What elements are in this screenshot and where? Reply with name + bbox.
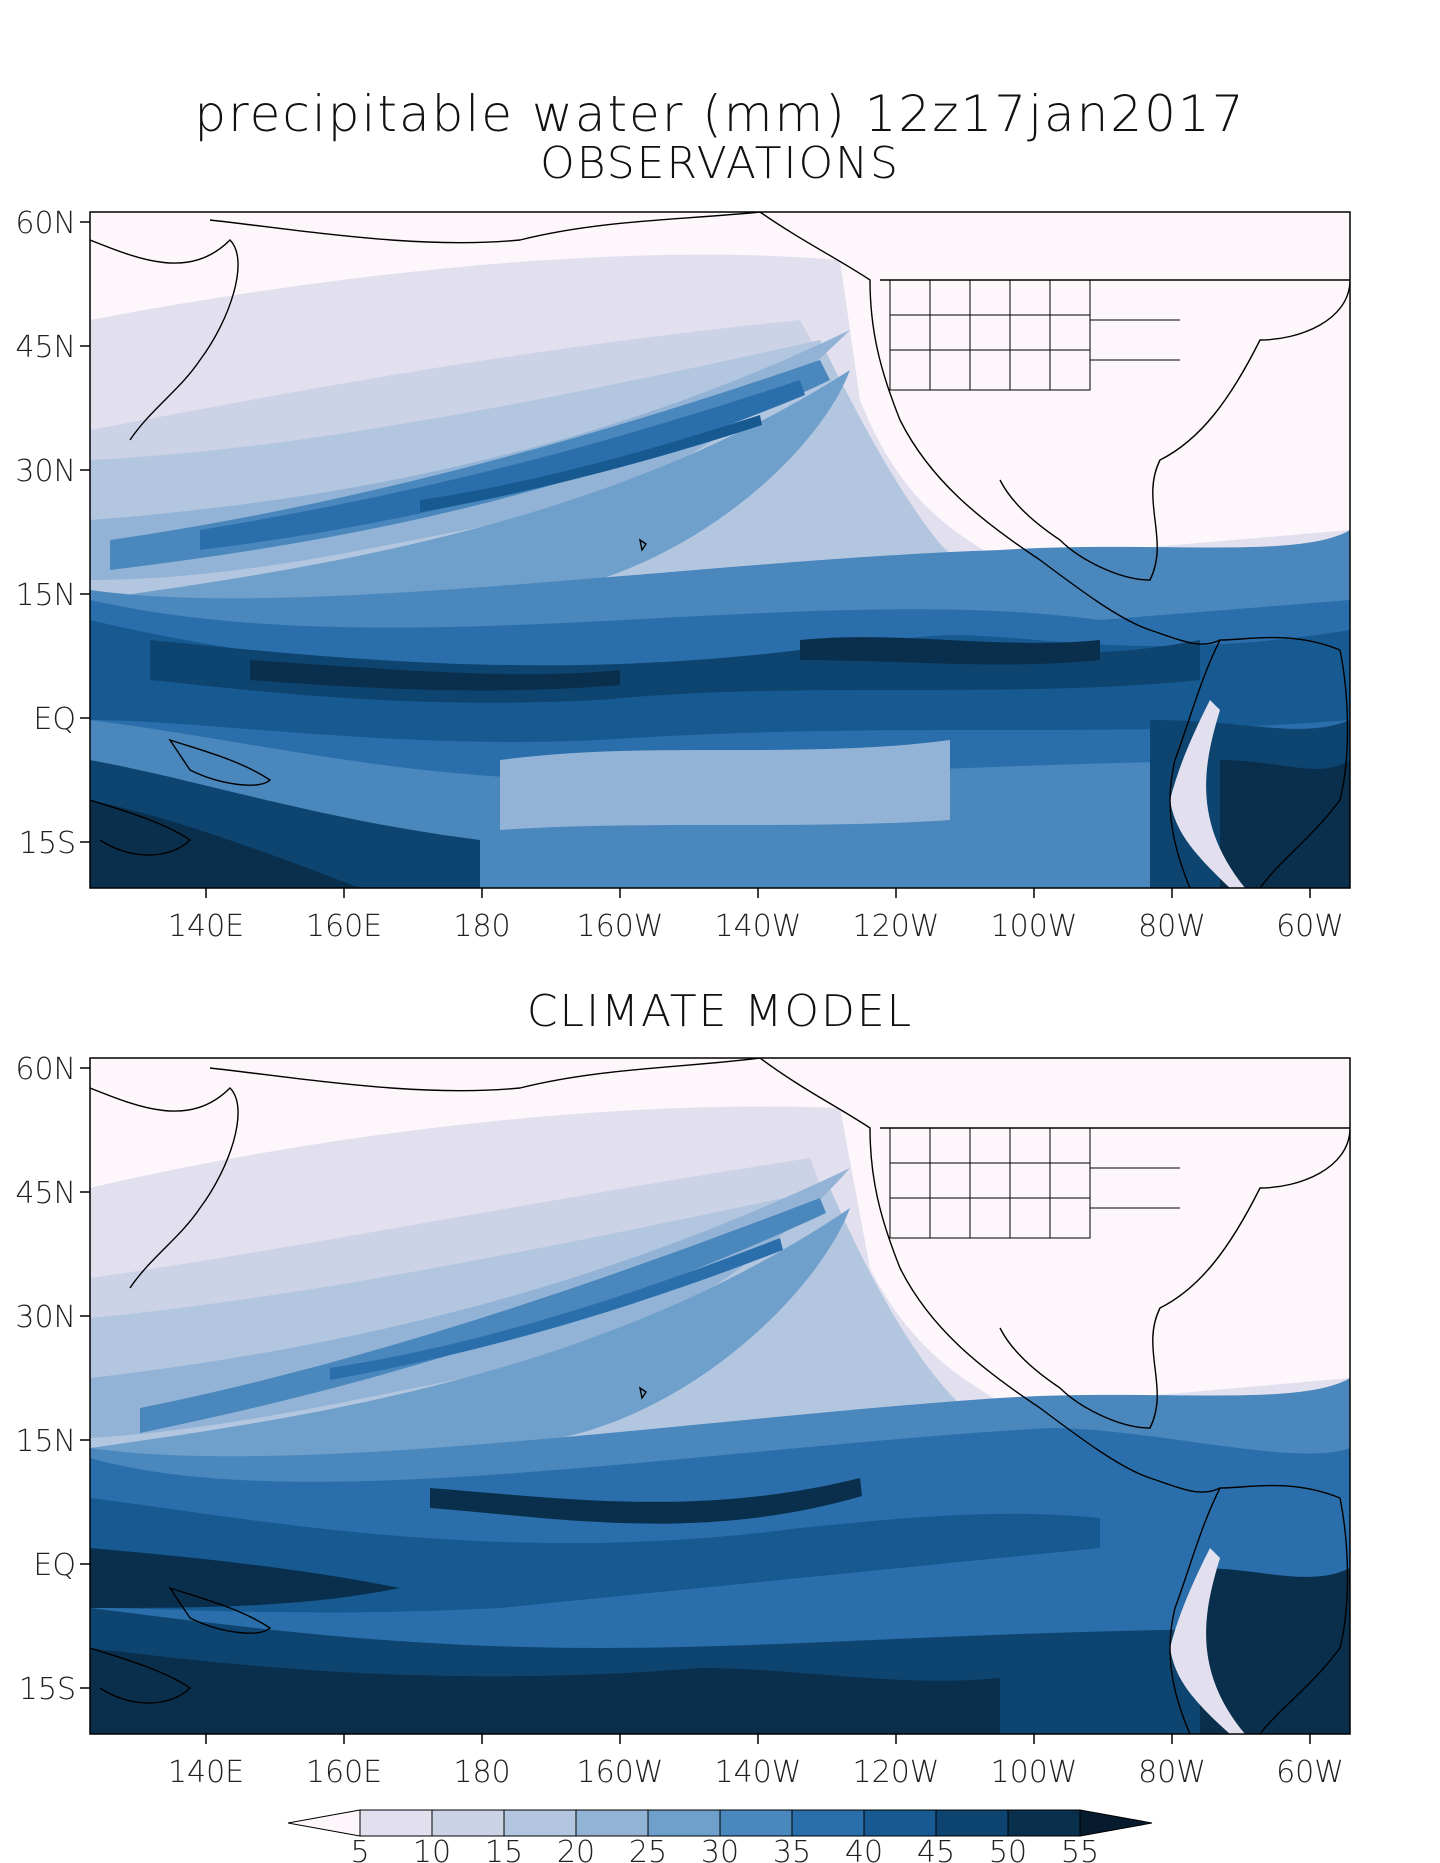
lon-tick-label: 120W [853,909,940,944]
lat-tick-label: 15S [19,826,76,861]
map-panel-climate-model: 60N 45N 30N 15N EQ 15S 140E 160E 180 160W 140W 120… [15,1052,1351,1790]
colorbar-swatch [359,1809,433,1837]
colorbar-label: 45 [917,1835,955,1863]
colorbar-swatch [431,1809,505,1837]
lat-tick-label: EQ [33,702,76,737]
colorbar-swatch [719,1809,793,1837]
lon-tick-label: 80W [1138,1755,1206,1790]
colorbar-swatch [503,1809,577,1837]
lon-tick-label: 160W [577,909,664,944]
lat-tick-label: 15N [15,1424,76,1459]
lon-tick-label: 60W [1276,1755,1344,1790]
colorbar-max-arrow [1079,1809,1153,1837]
colorbar-label: 55 [1061,1835,1099,1863]
colorbar-label: 25 [629,1835,667,1863]
lon-axis: 140E 160E 180 160W 140W 120W 100W 80W 60W [168,1734,1344,1790]
colorbar-label: 50 [989,1835,1027,1863]
colorbar-label: 40 [845,1835,883,1863]
colorbar-label: 20 [557,1835,595,1863]
colorbar-swatch [791,1809,865,1837]
lon-tick-label: 60W [1276,909,1344,944]
colorbar-label: 30 [701,1835,739,1863]
panel-title-climate-model: CLIMATE MODEL [526,986,914,1037]
lat-tick-label: 45N [15,330,76,365]
colorbar-label: 10 [413,1835,451,1863]
lon-tick-label: 180 [453,909,510,944]
panel-title-observations: OBSERVATIONS [540,138,900,189]
lon-tick-label: 140W [715,1755,802,1790]
colorbar-min-arrow [287,1809,361,1837]
colorbar-label: 15 [485,1835,523,1863]
lat-tick-label: 45N [15,1176,76,1211]
lat-axis: 60N 45N 30N 15N EQ 15S [15,1052,90,1707]
lat-tick-label: 30N [15,454,76,489]
colorbar-label: 35 [773,1835,811,1863]
lat-tick-label: 30N [15,1300,76,1335]
lon-tick-label: 140W [715,909,802,944]
map-panel-observations: 60N 45N 30N 15N EQ 15S 140E 160E 180 160W 140W 120… [15,206,1351,944]
lat-tick-label: 60N [15,1052,76,1087]
lat-axis: 60N 45N 30N 15N EQ 15S [15,206,90,861]
colorbar-swatch [647,1809,721,1837]
colorbar-swatch [863,1809,937,1837]
lon-tick-label: 120W [853,1755,940,1790]
lon-tick-label: 100W [991,909,1078,944]
lon-axis: 140E 160E 180 160W 140W 120W 100W 80W 60W [168,888,1344,944]
map-frame [89,211,1351,889]
lon-tick-label: 140E [168,1755,244,1790]
lat-tick-label: 15S [19,1672,76,1707]
precipitable-water-field [90,212,1350,888]
lat-tick-label: EQ [33,1548,76,1583]
colorbar-swatch [575,1809,649,1837]
map-frame [89,1057,1351,1735]
lon-tick-label: 100W [991,1755,1078,1790]
lon-tick-label: 160W [577,1755,664,1790]
precipitable-water-field [90,1058,1350,1734]
colorbar-swatch [935,1809,1009,1837]
lon-tick-label: 140E [168,909,244,944]
colorbar-label: 5 [350,1835,369,1863]
lon-tick-label: 160E [306,909,382,944]
lon-tick-label: 80W [1138,909,1206,944]
colorbar-legend: 5 10 15 20 25 30 35 40 45 50 55 [287,1809,1153,1863]
lat-tick-label: 60N [15,206,76,241]
lon-tick-label: 160E [306,1755,382,1790]
figure-title: precipitable water (mm) 12z17jan2017 [194,85,1246,143]
colorbar-swatch [1007,1809,1081,1837]
lon-tick-label: 180 [453,1755,510,1790]
lat-tick-label: 15N [15,578,76,613]
